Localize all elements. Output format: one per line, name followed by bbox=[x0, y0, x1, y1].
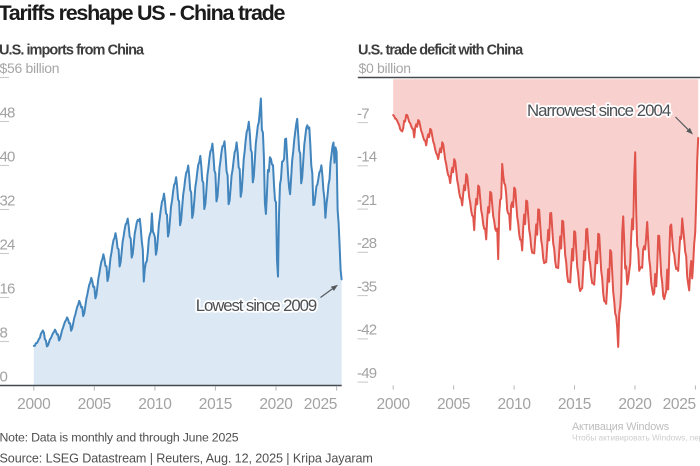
svg-text:-42: -42 bbox=[357, 322, 377, 339]
svg-text:2020: 2020 bbox=[618, 396, 652, 413]
svg-text:0: 0 bbox=[0, 368, 8, 385]
svg-text:8: 8 bbox=[0, 324, 8, 341]
svg-text:40: 40 bbox=[0, 148, 15, 165]
svg-text:Note: Data is monthly and thro: Note: Data is monthly and through June 2… bbox=[0, 431, 239, 445]
svg-text:-14: -14 bbox=[357, 149, 377, 166]
svg-text:2010: 2010 bbox=[138, 396, 172, 413]
svg-text:-28: -28 bbox=[357, 235, 377, 252]
svg-text:Tariffs reshape US - China tra: Tariffs reshape US - China trade bbox=[0, 1, 286, 25]
svg-text:2010: 2010 bbox=[497, 396, 531, 413]
svg-text:Narrowest since 2004: Narrowest since 2004 bbox=[527, 101, 671, 120]
svg-text:2025: 2025 bbox=[304, 396, 337, 413]
svg-text:-35: -35 bbox=[357, 278, 377, 295]
svg-text:-21: -21 bbox=[357, 192, 377, 209]
svg-text:U.S. imports from China: U.S. imports from China bbox=[0, 43, 145, 59]
svg-text:Чтобы активировать Windows, пе: Чтобы активировать Windows, перейдите в … bbox=[572, 434, 700, 443]
svg-text:32: 32 bbox=[0, 192, 15, 209]
svg-text:-49: -49 bbox=[357, 365, 377, 382]
svg-text:2015: 2015 bbox=[199, 396, 232, 413]
svg-text:16: 16 bbox=[0, 280, 15, 297]
svg-text:Source: LSEG Datastream | Reut: Source: LSEG Datastream | Reuters, Aug. … bbox=[0, 452, 373, 466]
svg-text:48: 48 bbox=[0, 104, 15, 121]
svg-text:2015: 2015 bbox=[558, 396, 591, 413]
svg-text:-7: -7 bbox=[357, 105, 369, 122]
svg-text:U.S. trade deficit with China: U.S. trade deficit with China bbox=[358, 43, 524, 59]
svg-text:2005: 2005 bbox=[78, 396, 111, 413]
svg-text:2025: 2025 bbox=[663, 396, 696, 413]
svg-text:$0 billion: $0 billion bbox=[359, 60, 411, 76]
svg-text:2000: 2000 bbox=[17, 396, 51, 413]
svg-text:2005: 2005 bbox=[437, 396, 470, 413]
svg-text:$56 billion: $56 billion bbox=[0, 60, 59, 76]
svg-text:Lowest since 2009: Lowest since 2009 bbox=[196, 296, 317, 315]
svg-text:2000: 2000 bbox=[377, 396, 411, 413]
svg-text:Активация Windows: Активация Windows bbox=[572, 421, 670, 433]
svg-text:2020: 2020 bbox=[259, 396, 293, 413]
svg-text:24: 24 bbox=[0, 236, 15, 253]
